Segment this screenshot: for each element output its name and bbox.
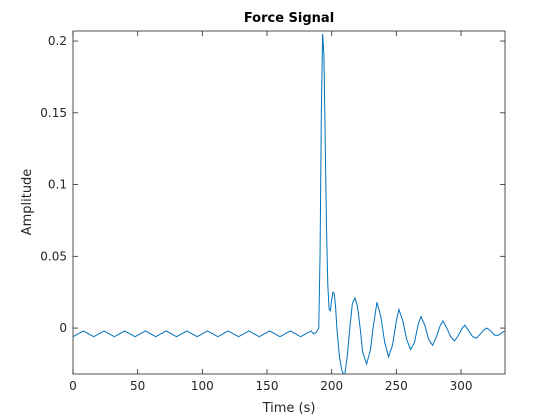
x-tick-label: 150	[256, 379, 279, 393]
y-tick-label: 0.2	[48, 34, 67, 48]
x-tick-label: 0	[69, 379, 77, 393]
x-tick-label: 50	[130, 379, 145, 393]
x-tick-label: 300	[450, 379, 473, 393]
y-axis-label: Amplitude	[20, 169, 35, 236]
x-tick-label: 100	[191, 379, 214, 393]
x-tick-label: 200	[320, 379, 343, 393]
y-tick-label: 0.05	[40, 249, 67, 263]
y-tick-label: 0.15	[40, 106, 67, 120]
x-tick-label: 250	[385, 379, 408, 393]
x-axis-label: Time (s)	[262, 401, 316, 416]
line-series	[73, 33, 505, 374]
y-tick-label: 0.1	[48, 178, 67, 192]
y-tick-label: 0	[59, 321, 67, 335]
chart-title: Force Signal	[244, 11, 334, 26]
plot-area	[72, 30, 506, 375]
